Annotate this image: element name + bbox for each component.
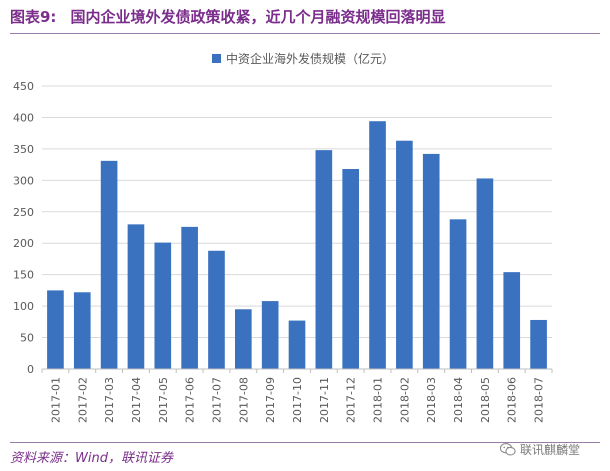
bar-2017-03 (100, 160, 118, 369)
x-tick-label: 2017-08 (237, 377, 250, 423)
gridlines (42, 85, 552, 339)
figure-label: 图表9: (10, 8, 57, 26)
source-note: 资料来源：Wind，联讯证券 (10, 451, 173, 466)
bar-2017-01 (47, 290, 64, 369)
chart-title: 图表9: 国内企业境外发债政策收紧，近几个月融资规模回落明显 (10, 6, 445, 27)
bar-2017-12 (342, 169, 359, 369)
y-tick-label: 100 (13, 300, 34, 313)
bar-series (47, 121, 547, 369)
bar-chart: 中资企业海外发债规模（亿元） 0 50 100 150 200 250 300 350 400 4… (13, 51, 553, 423)
x-tick-label: 2017-06 (184, 377, 197, 423)
legend: 中资企业海外发债规模（亿元） (212, 51, 394, 66)
wechat-icon (499, 443, 516, 456)
y-tick-label: 350 (13, 143, 34, 156)
bar-2018-05 (476, 178, 494, 369)
x-tick-label: 2017-10 (291, 377, 304, 423)
watermark-text: 联讯麒麟堂 (519, 443, 580, 457)
y-tick-label: 300 (13, 174, 34, 187)
bar-2017-08 (234, 309, 252, 369)
bar-2017-07 (208, 250, 225, 369)
bar-2018-07 (530, 319, 547, 369)
bar-2017-02 (73, 292, 91, 369)
bar-2018-01 (369, 121, 386, 369)
y-tick-label: 450 (13, 80, 34, 93)
x-tick-label: 2018-01 (372, 377, 385, 423)
bar-2017-05 (154, 242, 172, 369)
figure-title: 国内企业境外发债政策收紧，近几个月融资规模回落明显 (70, 8, 446, 26)
watermark: 联讯麒麟堂 (499, 441, 580, 458)
y-axis: 0 50 100 150 200 250 300 350 400 450 (13, 80, 34, 376)
legend-swatch (212, 54, 221, 63)
bar-2017-06 (181, 226, 198, 369)
x-tick-label: 2017-07 (210, 377, 223, 423)
x-tick-label: 2018-02 (398, 377, 411, 423)
bar-2018-06 (503, 272, 521, 369)
y-tick-label: 150 (13, 269, 34, 282)
bar-2017-11 (315, 150, 333, 369)
x-tick-label: 2018-05 (479, 377, 492, 423)
bar-2017-04 (127, 224, 145, 369)
bar-2018-04 (449, 219, 467, 369)
legend-label: 中资企业海外发债规模（亿元） (226, 51, 394, 66)
x-tick-label: 2017-12 (345, 377, 358, 423)
x-tick-label: 2018-03 (425, 377, 438, 423)
y-tick-label: 50 (20, 332, 34, 345)
bar-2017-09 (261, 301, 279, 369)
x-tick-label: 2017-01 (49, 377, 62, 423)
y-tick-label: 250 (13, 206, 34, 219)
title-divider (10, 33, 600, 34)
y-tick-label: 400 (13, 111, 34, 124)
x-tick-label: 2017-02 (76, 377, 89, 423)
x-tick-label: 2017-04 (130, 377, 143, 423)
x-tick-label: 2018-04 (452, 377, 465, 423)
y-tick-label: 0 (27, 363, 34, 376)
x-tick-label: 2017-09 (264, 377, 277, 423)
x-tick-label: 2017-05 (157, 377, 170, 423)
source-divider (10, 442, 600, 443)
x-tick-label: 2017-03 (103, 377, 116, 423)
y-tick-label: 200 (13, 237, 34, 250)
x-tick-label: 2018-06 (506, 377, 519, 423)
x-tick-label: 2018-07 (533, 377, 546, 423)
bar-2018-02 (396, 140, 413, 369)
bar-2017-10 (288, 320, 306, 369)
bar-2018-03 (422, 153, 440, 369)
x-tick-label: 2017-11 (318, 377, 331, 423)
x-axis: 2017-01 2017-02 2017-03 2017-04 2017-05 2017-… (41, 368, 553, 423)
